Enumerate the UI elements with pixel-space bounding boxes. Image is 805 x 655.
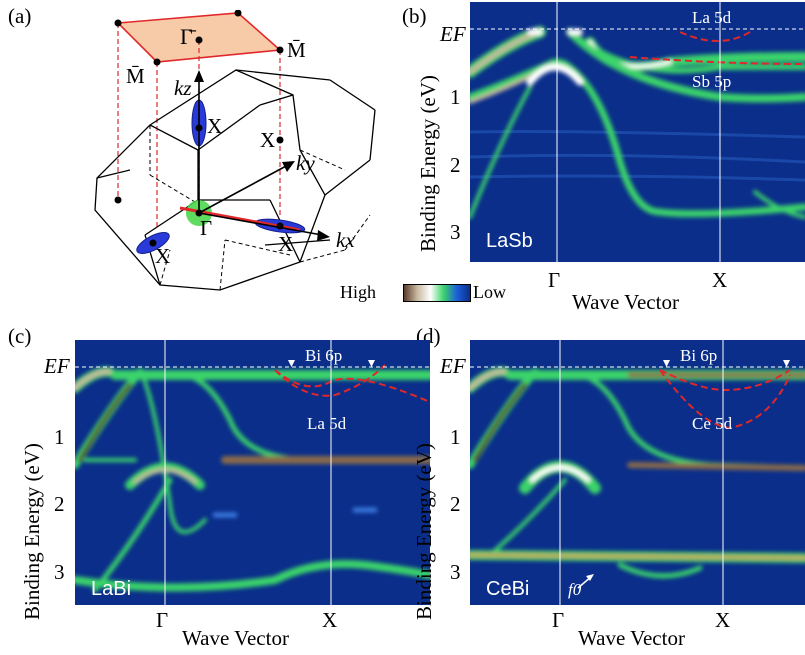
- bz-x-left: X: [155, 244, 171, 268]
- arpes-panel-d: CeBi Bi 6p Ce 5d f0: [470, 340, 805, 605]
- colorbar-low-label: Low: [473, 282, 506, 302]
- annotation-d-ce5d: Ce 5d: [692, 414, 733, 433]
- panel-label-c: (c): [8, 324, 32, 348]
- bz-gamma: Γ: [200, 216, 213, 240]
- ef-label-d: EF: [440, 354, 466, 378]
- ylabel-b: Binding Energy (eV): [416, 75, 440, 252]
- sample-label-b: LaSb: [486, 230, 533, 252]
- xlabel-b: Wave Vector: [572, 290, 679, 314]
- sample-label-c: LaBi: [91, 578, 132, 600]
- xtick-c-gamma: Γ: [156, 608, 169, 632]
- annotation-d-bi6p: Bi 6p: [680, 346, 718, 365]
- ytick-c-3: 3: [54, 560, 65, 584]
- panel-label-b: (b): [402, 4, 427, 28]
- bz-x-top: X: [207, 114, 223, 138]
- colorbar-high-label: High: [340, 282, 376, 302]
- arpes-panel-b: LaSb La 5d Sb 5p: [470, 2, 805, 262]
- ytick-c-2: 2: [54, 492, 65, 516]
- ef-label-b: EF: [440, 22, 466, 46]
- annotation-c-la5d: La 5d: [307, 414, 347, 433]
- xlabel-c: Wave Vector: [182, 626, 289, 650]
- xtick-d-x: X: [715, 608, 731, 632]
- brillouin-zone-diagram: [94, 10, 376, 291]
- ytick-d-2: 2: [450, 492, 461, 516]
- ytick-b-1: 1: [450, 85, 461, 109]
- annotation-b-la5d: La 5d: [692, 8, 732, 27]
- xtick-b-x: X: [712, 268, 728, 292]
- ytick-c-1: 1: [54, 425, 65, 449]
- ylabel-d: Binding Energy (eV): [412, 443, 436, 620]
- ytick-d-1: 1: [450, 425, 461, 449]
- bz-kx-label: kx: [336, 228, 355, 252]
- arpes-panel-c: LaBi Bi 6p La 5d: [75, 340, 430, 605]
- bz-gamma-bar: Γ̄: [180, 24, 193, 49]
- bz-m-bar-left: M̄: [126, 64, 145, 88]
- xtick-c-x: X: [322, 608, 338, 632]
- bz-x-bottom: X: [278, 232, 294, 256]
- bz-ky-label: ky: [296, 151, 315, 175]
- bz-m-bar-right: M̄: [287, 38, 306, 62]
- sample-label-d: CeBi: [486, 578, 530, 600]
- ef-label-c: EF: [44, 354, 70, 378]
- annotation-c-bi6p: Bi 6p: [305, 346, 343, 365]
- ytick-d-3: 3: [450, 560, 461, 584]
- annotation-d-f0: f0: [568, 580, 582, 599]
- xtick-b-gamma: Γ: [548, 268, 561, 292]
- ylabel-c: Binding Energy (eV): [20, 443, 44, 620]
- bz-x-right: X: [260, 128, 276, 152]
- colorbar: [403, 284, 471, 302]
- ytick-b-2: 2: [450, 153, 461, 177]
- annotation-b-sb5p: Sb 5p: [692, 72, 732, 91]
- bz-kz-label: kz: [174, 76, 192, 100]
- xtick-d-gamma: Γ: [552, 608, 565, 632]
- xlabel-d: Wave Vector: [578, 626, 685, 650]
- panel-label-a: (a): [8, 4, 32, 28]
- ytick-b-3: 3: [450, 220, 461, 244]
